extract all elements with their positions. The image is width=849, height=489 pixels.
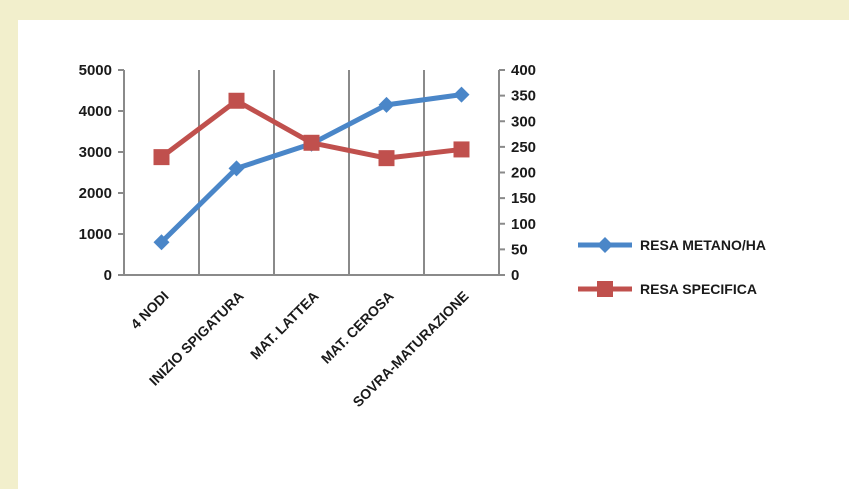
left-tick-label: 4000 <box>79 103 112 120</box>
right-tick-label: 100 <box>511 216 536 233</box>
left-tick-label: 0 <box>104 267 112 284</box>
data-point <box>153 149 170 166</box>
left-tick-label: 3000 <box>79 144 112 161</box>
right-tick-label: 0 <box>511 267 519 284</box>
category-label: 4 NODI <box>127 288 171 332</box>
right-tick-label: 200 <box>511 165 536 182</box>
data-point <box>453 141 470 158</box>
right-tick-label: 250 <box>511 139 536 156</box>
left-tick-label: 1000 <box>79 226 112 243</box>
data-point <box>378 96 395 113</box>
right-axis-ticks: 0 50 100 150 200 250 300 350 400 <box>499 62 536 284</box>
legend-label: RESA SPECIFICA <box>640 281 757 297</box>
right-tick-label: 350 <box>511 88 536 105</box>
data-point <box>303 134 320 151</box>
right-tick-label: 300 <box>511 113 536 130</box>
axes <box>123 70 500 276</box>
right-tick-label: 150 <box>511 190 536 207</box>
data-point <box>153 234 170 251</box>
data-point <box>453 86 470 103</box>
data-point <box>378 150 395 167</box>
data-point <box>228 160 245 177</box>
legend-swatch-marker <box>597 281 613 297</box>
category-label: MAT. CEROSA <box>318 288 397 367</box>
line-chart: 0 1000 2000 3000 4000 5000 0 50 100 150 200 250 300… <box>79 62 766 410</box>
data-point <box>228 92 245 109</box>
series-group <box>153 86 470 251</box>
category-label: MAT. LATTEA <box>247 288 322 363</box>
series-line <box>159 92 462 244</box>
legend: RESA METANO/HA RESA SPECIFICA <box>578 237 766 297</box>
legend-swatch-marker <box>597 237 613 253</box>
left-tick-label: 2000 <box>79 185 112 202</box>
legend-label: RESA METANO/HA <box>640 237 766 253</box>
right-tick-label: 400 <box>511 62 536 79</box>
right-tick-label: 50 <box>511 241 528 258</box>
left-axis-ticks: 0 1000 2000 3000 4000 5000 <box>79 62 124 284</box>
left-tick-label: 5000 <box>79 62 112 79</box>
chart-panel: 0 1000 2000 3000 4000 5000 0 50 100 150 200 250 300… <box>18 20 849 489</box>
